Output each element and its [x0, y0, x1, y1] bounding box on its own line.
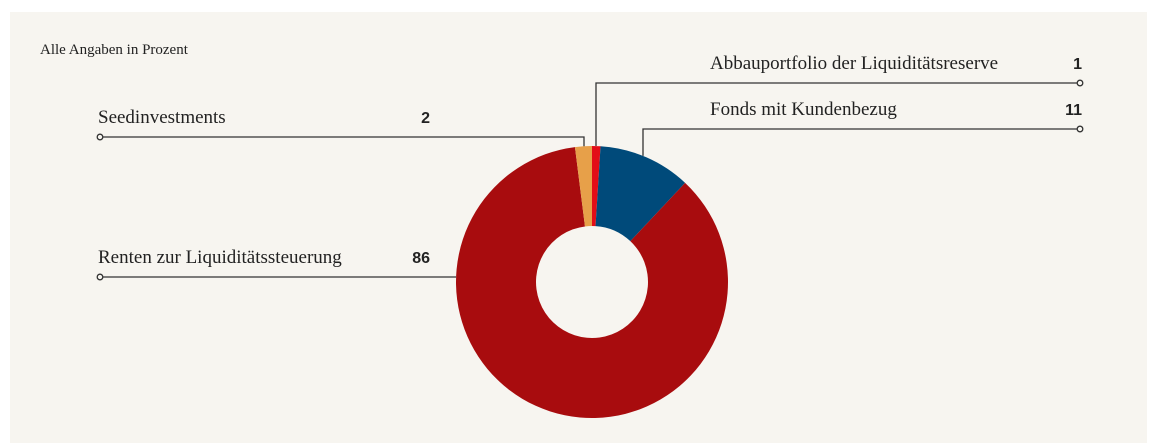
slice-label: Abbauportfolio der Liquiditätsreserve: [710, 53, 998, 74]
donut-segment: [592, 146, 601, 227]
leader-end: [1076, 79, 1084, 87]
leader-end: [96, 133, 104, 141]
value-label: 1: [1073, 56, 1082, 73]
slice-label: Fonds mit Kundenbezug: [710, 99, 897, 120]
leader-line: [642, 128, 1080, 156]
slice-label: Seedinvestments: [98, 107, 226, 128]
value-label: 2: [421, 110, 430, 127]
slice-label: Renten zur Liquiditätssteuerung: [98, 247, 342, 268]
value-label: 86: [412, 250, 430, 267]
leader-line: [100, 136, 585, 147]
leader-line: [595, 82, 1080, 147]
donut-segment: [595, 146, 686, 242]
value-label: 11: [1065, 102, 1082, 119]
chart-subtitle: Alle Angaben in Prozent: [40, 42, 189, 58]
donut-segment: [574, 146, 592, 227]
leader-end: [1076, 125, 1084, 133]
donut-segment: [455, 147, 728, 419]
leader-end: [96, 273, 104, 281]
